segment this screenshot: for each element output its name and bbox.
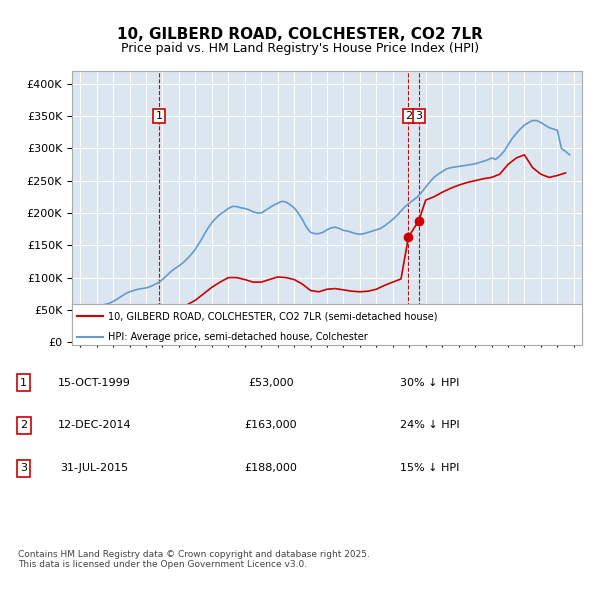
Text: £163,000: £163,000: [244, 421, 297, 430]
Text: 24% ↓ HPI: 24% ↓ HPI: [400, 421, 459, 430]
Text: 1: 1: [20, 378, 27, 388]
Text: 10, GILBERD ROAD, COLCHESTER, CO2 7LR: 10, GILBERD ROAD, COLCHESTER, CO2 7LR: [117, 27, 483, 41]
Text: 30% ↓ HPI: 30% ↓ HPI: [400, 378, 459, 388]
Text: £188,000: £188,000: [244, 463, 297, 473]
Text: 2: 2: [20, 421, 27, 430]
Text: 2: 2: [405, 111, 412, 121]
Text: 1: 1: [155, 111, 163, 121]
Text: 10, GILBERD ROAD, COLCHESTER, CO2 7LR (semi-detached house): 10, GILBERD ROAD, COLCHESTER, CO2 7LR (s…: [108, 312, 437, 321]
Text: 31-JUL-2015: 31-JUL-2015: [60, 463, 128, 473]
Text: 3: 3: [415, 111, 422, 121]
Text: 15% ↓ HPI: 15% ↓ HPI: [400, 463, 459, 473]
Text: 12-DEC-2014: 12-DEC-2014: [58, 421, 131, 430]
Text: HPI: Average price, semi-detached house, Colchester: HPI: Average price, semi-detached house,…: [108, 332, 367, 342]
Text: Contains HM Land Registry data © Crown copyright and database right 2025.
This d: Contains HM Land Registry data © Crown c…: [18, 550, 370, 569]
Text: Price paid vs. HM Land Registry's House Price Index (HPI): Price paid vs. HM Land Registry's House …: [121, 42, 479, 55]
Text: 15-OCT-1999: 15-OCT-1999: [58, 378, 131, 388]
Text: 3: 3: [20, 463, 27, 473]
Text: £53,000: £53,000: [248, 378, 293, 388]
